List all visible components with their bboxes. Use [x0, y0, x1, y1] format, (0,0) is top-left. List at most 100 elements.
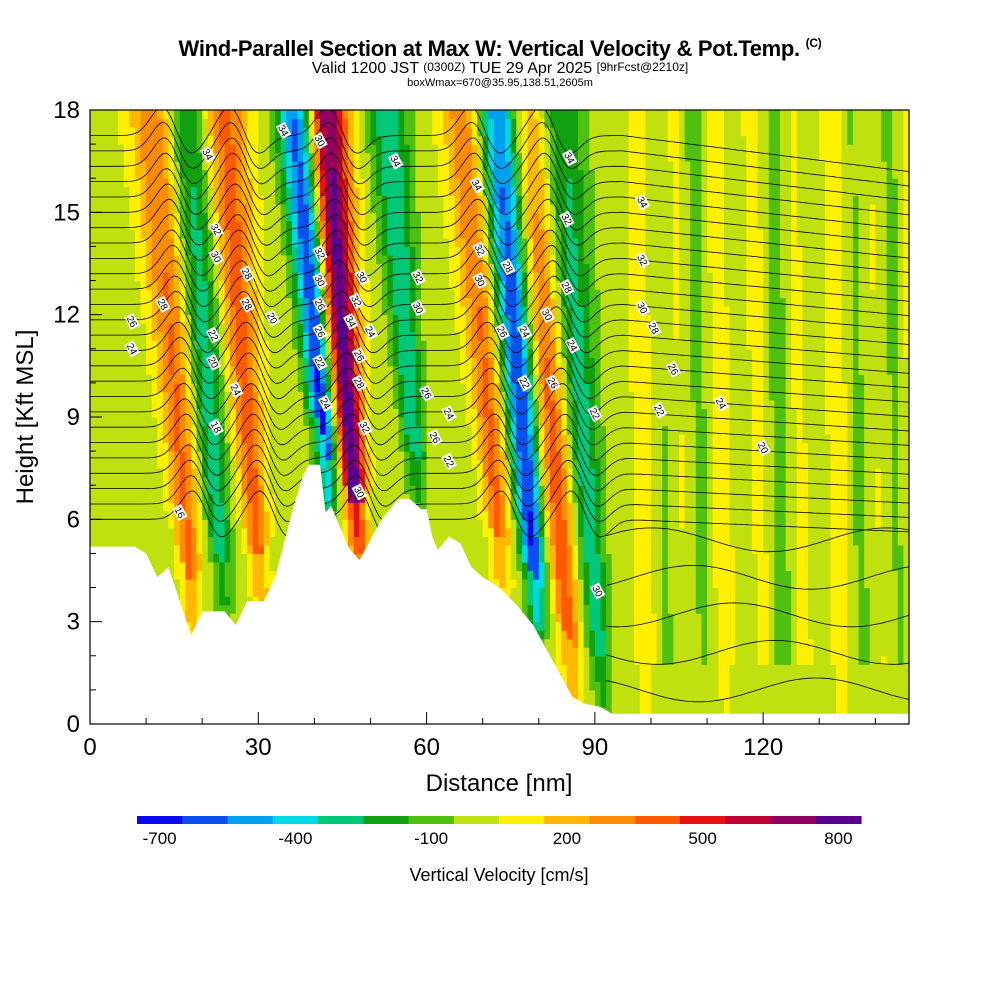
velocity-cell [460, 289, 467, 299]
velocity-cell [336, 502, 343, 512]
velocity-cell [297, 246, 304, 256]
velocity-cell [314, 118, 321, 128]
velocity-cell [331, 280, 338, 290]
velocity-cell [275, 451, 282, 461]
velocity-cell [308, 118, 315, 128]
velocity-cell [202, 357, 209, 367]
velocity-cell [348, 203, 355, 213]
velocity-cell [398, 289, 405, 299]
velocity-cell [95, 468, 102, 478]
velocity-cell [269, 212, 276, 222]
velocity-cell [235, 178, 242, 188]
velocity-cell [432, 289, 439, 299]
velocity-cell [359, 178, 366, 188]
velocity-cell [112, 434, 119, 444]
velocity-cell [106, 237, 113, 247]
velocity-cell [247, 340, 254, 350]
velocity-cell [421, 118, 428, 128]
velocity-cell [275, 365, 282, 375]
velocity-cell [381, 476, 388, 486]
velocity-cell [129, 399, 136, 409]
velocity-cell [460, 246, 467, 256]
velocity-cell [179, 297, 186, 307]
velocity-cell [179, 382, 186, 392]
velocity-cell [174, 408, 181, 418]
velocity-cell [185, 399, 192, 409]
velocity-cell [258, 510, 265, 520]
velocity-cell [449, 331, 456, 341]
velocity-cell [157, 340, 164, 350]
velocity-cell [106, 195, 113, 205]
velocity-cell [235, 237, 242, 247]
velocity-cell [280, 263, 287, 273]
velocity-cell [213, 476, 220, 486]
velocity-cell [297, 272, 304, 282]
velocity-cell [196, 263, 203, 273]
velocity-cell [162, 280, 170, 290]
velocity-cell [331, 169, 338, 179]
velocity-cell [465, 493, 472, 503]
velocity-cell [314, 459, 321, 469]
velocity-cell [364, 306, 372, 316]
velocity-cell [207, 510, 214, 520]
velocity-cell [90, 323, 97, 333]
velocity-cell [146, 365, 153, 375]
velocity-cell [331, 382, 338, 392]
velocity-cell [258, 570, 265, 580]
velocity-cell [415, 169, 422, 179]
velocity-cell [269, 570, 276, 580]
velocity-cell [471, 485, 478, 495]
velocity-cell [202, 425, 209, 435]
velocity-cell [123, 289, 130, 299]
velocity-cell [291, 178, 299, 188]
velocity-cell [106, 527, 113, 537]
velocity-cell [314, 425, 321, 435]
velocity-cell [449, 323, 456, 333]
velocity-cell [230, 178, 237, 188]
velocity-cell [118, 178, 125, 188]
velocity-cell [202, 562, 209, 572]
velocity-cell [106, 144, 113, 154]
velocity-cell [381, 297, 388, 307]
velocity-cell [118, 502, 125, 512]
velocity-cell [185, 587, 192, 597]
velocity-cell [291, 468, 299, 478]
velocity-cell [409, 280, 416, 290]
velocity-cell [381, 110, 388, 120]
velocity-cell [392, 365, 400, 375]
velocity-cell [95, 220, 102, 230]
velocity-cell [426, 169, 433, 179]
velocity-cell [443, 493, 450, 503]
velocity-cell [404, 237, 411, 247]
velocity-cell [151, 110, 158, 120]
velocity-cell [252, 468, 259, 478]
velocity-cell [252, 434, 259, 444]
velocity-cell [263, 553, 271, 563]
velocity-cell [258, 144, 265, 154]
velocity-cell [471, 510, 478, 520]
velocity-cell [123, 519, 130, 529]
velocity-cell [157, 280, 164, 290]
velocity-cell [275, 340, 282, 350]
velocity-cell [376, 280, 383, 290]
velocity-cell [392, 144, 400, 154]
velocity-cell [415, 382, 422, 392]
velocity-cell [297, 374, 304, 384]
velocity-cell [342, 161, 349, 171]
velocity-cell [207, 246, 214, 256]
velocity-cell [404, 485, 411, 495]
velocity-cell [252, 596, 259, 606]
velocity-cell [230, 323, 237, 333]
velocity-cell [353, 468, 360, 478]
velocity-cell [241, 365, 248, 375]
velocity-cell [449, 382, 456, 392]
velocity-cell [460, 476, 467, 486]
velocity-cell [174, 169, 181, 179]
velocity-cell [134, 161, 142, 171]
velocity-cell [101, 536, 108, 546]
velocity-cell [101, 297, 108, 307]
velocity-cell [179, 110, 186, 120]
velocity-cell [320, 459, 327, 469]
velocity-cell [157, 408, 164, 418]
velocity-cell [471, 263, 478, 273]
